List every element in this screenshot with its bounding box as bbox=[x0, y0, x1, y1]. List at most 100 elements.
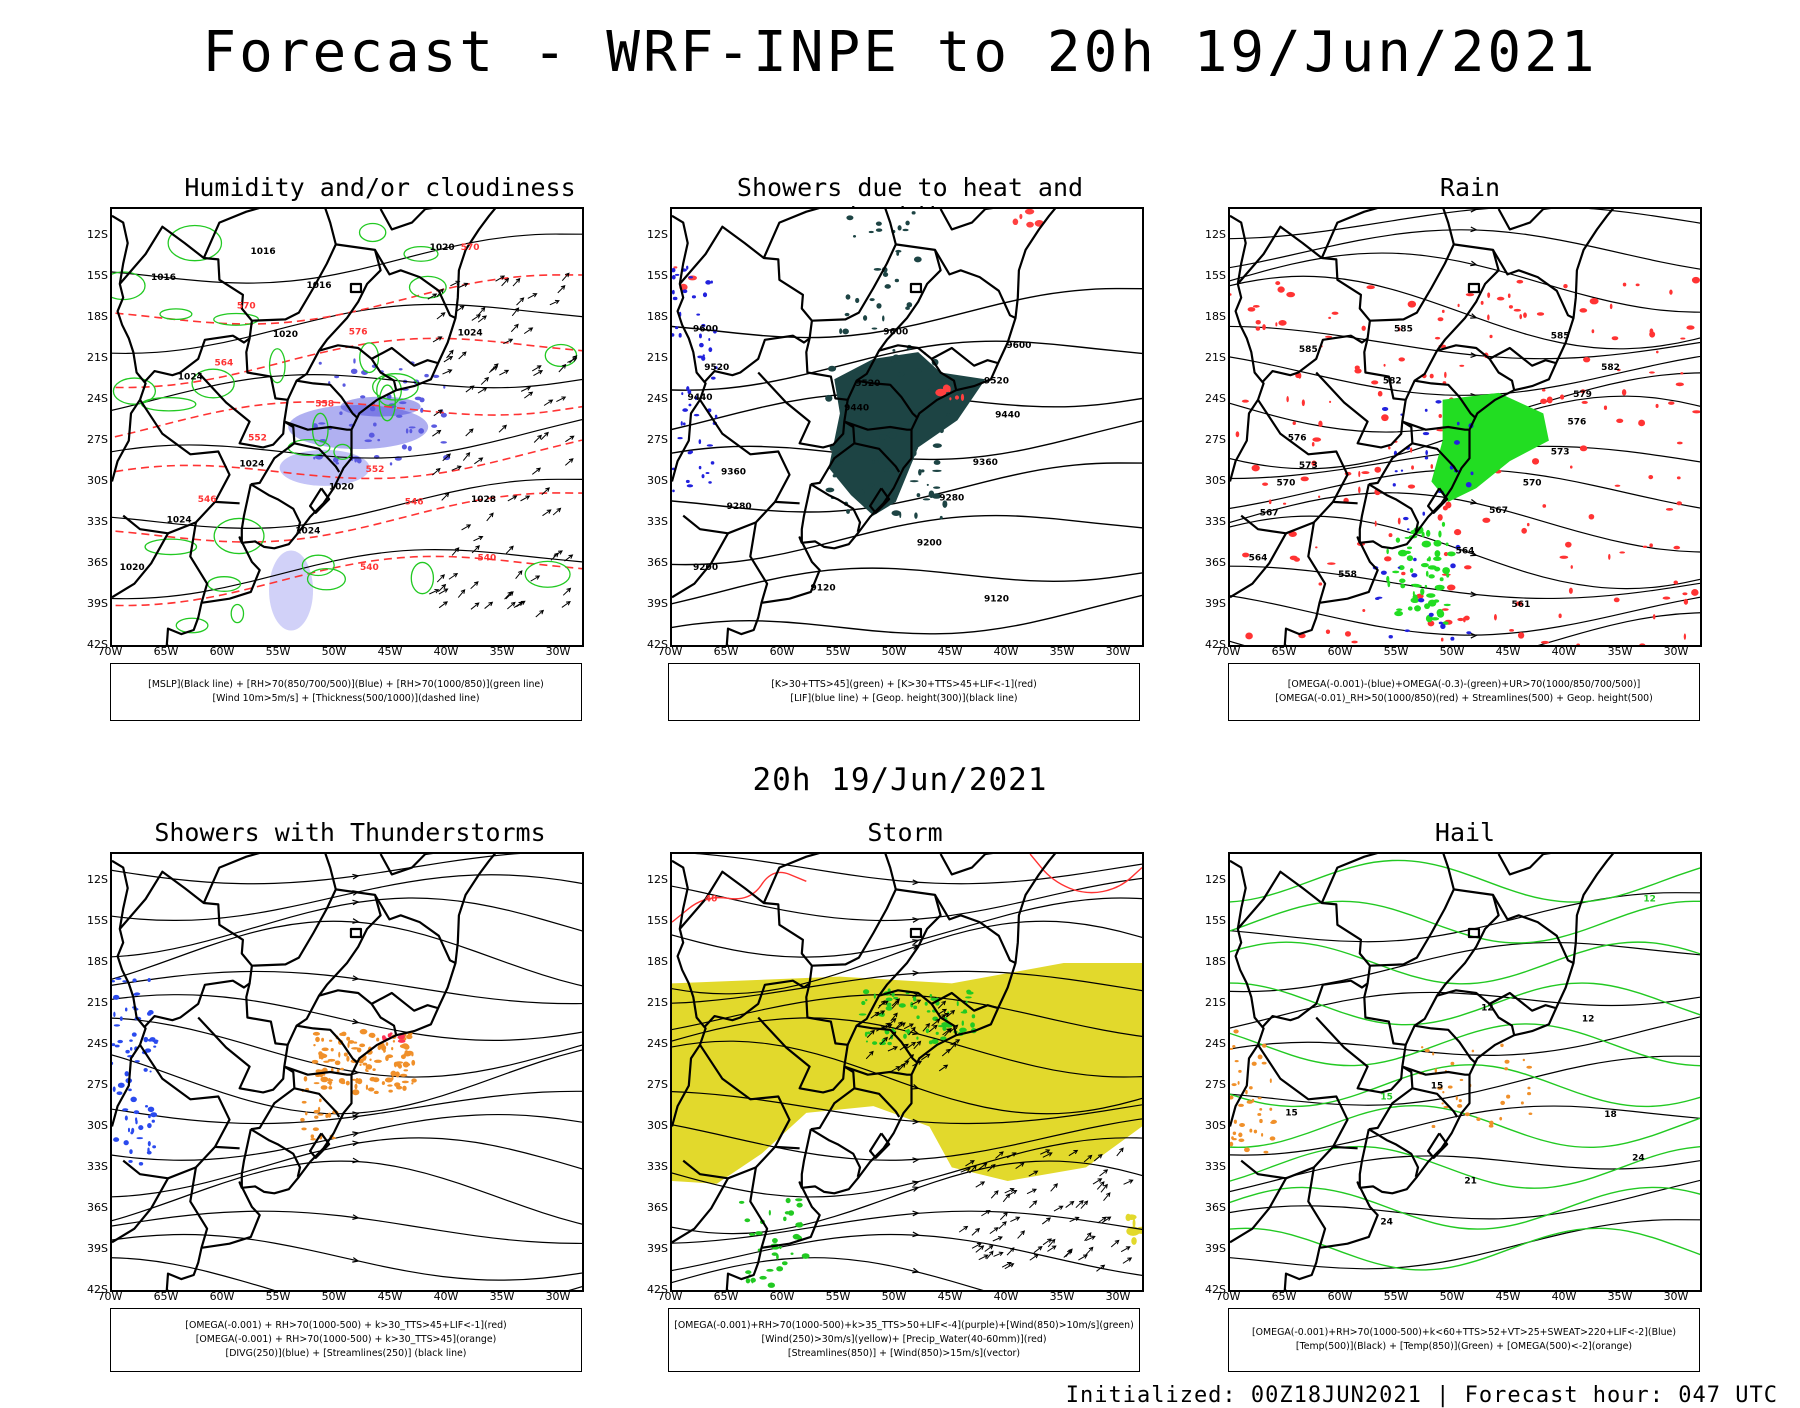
omega-green-area bbox=[1431, 392, 1549, 502]
rh-green-contour bbox=[358, 222, 387, 243]
wind-vector bbox=[520, 495, 531, 502]
isoline bbox=[112, 274, 582, 325]
kidx-green-area-main bbox=[828, 352, 986, 516]
shade-cell bbox=[399, 1073, 408, 1077]
flow-arrowhead bbox=[352, 1069, 360, 1075]
lat-tick-label: 30S bbox=[87, 474, 108, 487]
wind-vector bbox=[501, 277, 510, 287]
streamline bbox=[672, 1210, 1142, 1244]
shade-cell bbox=[1676, 501, 1682, 506]
isoline bbox=[1230, 991, 1700, 1029]
lon-tick-label: 65W bbox=[1271, 1290, 1297, 1303]
shade-cell bbox=[1614, 484, 1621, 487]
shade-cell bbox=[146, 1011, 152, 1016]
precip-water-red bbox=[672, 854, 1142, 923]
shade-cell bbox=[403, 1069, 409, 1072]
shade-cell bbox=[1581, 400, 1588, 404]
wind-vector bbox=[429, 589, 440, 595]
kidx-green-area bbox=[828, 352, 986, 516]
shade-cell bbox=[900, 421, 910, 427]
shade-cell bbox=[1245, 632, 1253, 640]
shade-cell bbox=[1430, 464, 1434, 469]
shade-cell bbox=[701, 323, 706, 328]
streamlines bbox=[112, 854, 582, 1290]
shade-cell bbox=[1253, 1129, 1258, 1134]
shade-cell bbox=[384, 1077, 393, 1083]
state-border bbox=[939, 854, 994, 876]
shade-cell bbox=[1295, 373, 1301, 379]
shade-cell bbox=[321, 1037, 325, 1042]
shade-cell bbox=[1424, 408, 1428, 412]
wind-vector bbox=[431, 467, 441, 476]
shade-cell bbox=[906, 1028, 911, 1035]
shade-cell bbox=[315, 1074, 321, 1078]
shade-cell bbox=[1457, 1104, 1463, 1108]
wind-vector bbox=[888, 1017, 897, 1026]
lat-tick-label: 24S bbox=[1205, 1037, 1226, 1050]
omega-red-cells bbox=[1230, 276, 1700, 645]
wind-vector bbox=[531, 467, 541, 475]
shade-cell bbox=[1318, 495, 1321, 499]
shade-cell bbox=[1441, 309, 1445, 313]
lat-tick-label: 12S bbox=[87, 873, 108, 886]
shade-cell bbox=[1026, 221, 1034, 228]
shade-cell bbox=[1251, 1061, 1257, 1066]
flow-arrowhead bbox=[1470, 550, 1478, 557]
shade-cell bbox=[1437, 317, 1444, 322]
shade-cell bbox=[1470, 471, 1474, 476]
shade-cell bbox=[1230, 293, 1232, 296]
shade-cell bbox=[1331, 311, 1339, 315]
wind-vector bbox=[999, 1211, 1008, 1221]
streamline bbox=[1230, 612, 1700, 645]
shade-cell bbox=[827, 365, 837, 372]
shade-cell bbox=[688, 403, 692, 407]
isolines bbox=[112, 274, 582, 607]
state-border bbox=[856, 1024, 918, 1064]
state-border bbox=[112, 532, 169, 599]
shade-cell bbox=[887, 431, 898, 439]
contour-label: 1020 bbox=[329, 483, 354, 493]
temp850-contour bbox=[1230, 982, 1700, 1026]
shade-cell bbox=[1435, 400, 1442, 404]
map-humidity-svg: 1016 1016 1016 1020 1020 1024 1024 1024 1020 1024… bbox=[112, 209, 582, 645]
contour-label: 1016 bbox=[151, 273, 176, 283]
shade-cell bbox=[1413, 557, 1417, 562]
shade-cell bbox=[1257, 1096, 1262, 1100]
wind-vector bbox=[443, 355, 454, 363]
shade-cell bbox=[896, 372, 905, 377]
contour-label: 1020 bbox=[120, 563, 145, 573]
shade-cell bbox=[886, 1002, 892, 1007]
contour-label: 564 bbox=[1249, 554, 1268, 564]
shade-cell bbox=[112, 1086, 116, 1092]
shade-cell bbox=[710, 461, 715, 465]
shade-cell bbox=[409, 429, 413, 434]
rh-green-contour bbox=[268, 348, 286, 384]
wind-vector bbox=[515, 570, 523, 580]
shade-cell bbox=[1252, 304, 1260, 308]
shade-cell bbox=[318, 1098, 322, 1103]
shade-cell bbox=[405, 428, 409, 434]
wind-vector bbox=[524, 391, 534, 399]
shade-cell bbox=[942, 500, 948, 508]
shade-cell bbox=[866, 1031, 871, 1035]
contour-label: 546 bbox=[405, 498, 424, 508]
lon-tick-label: 35W bbox=[1049, 645, 1075, 658]
lat-tick-label: 15S bbox=[647, 269, 668, 282]
shade-cell bbox=[1619, 551, 1626, 554]
rh-green-contour bbox=[408, 275, 447, 299]
map-showers: 9600 9600 9600 9520 9520 9520 9440 9440 9440 9360… bbox=[670, 207, 1144, 647]
flow-arrowhead bbox=[1470, 209, 1478, 213]
lat-tick-label: 27S bbox=[1205, 433, 1226, 446]
shade-cell bbox=[869, 298, 875, 302]
wind-vector bbox=[946, 1009, 956, 1018]
state-border bbox=[1230, 859, 1265, 1127]
wind-vector bbox=[540, 431, 549, 440]
lon-tick-label: 55W bbox=[265, 645, 291, 658]
shade-cell bbox=[1683, 633, 1687, 640]
state-border bbox=[1497, 209, 1552, 231]
rh-green-contour bbox=[359, 342, 380, 374]
shade-cell bbox=[1680, 372, 1684, 375]
shade-cell bbox=[400, 1054, 406, 1060]
isoline bbox=[112, 303, 582, 355]
coastline bbox=[725, 854, 1057, 1290]
